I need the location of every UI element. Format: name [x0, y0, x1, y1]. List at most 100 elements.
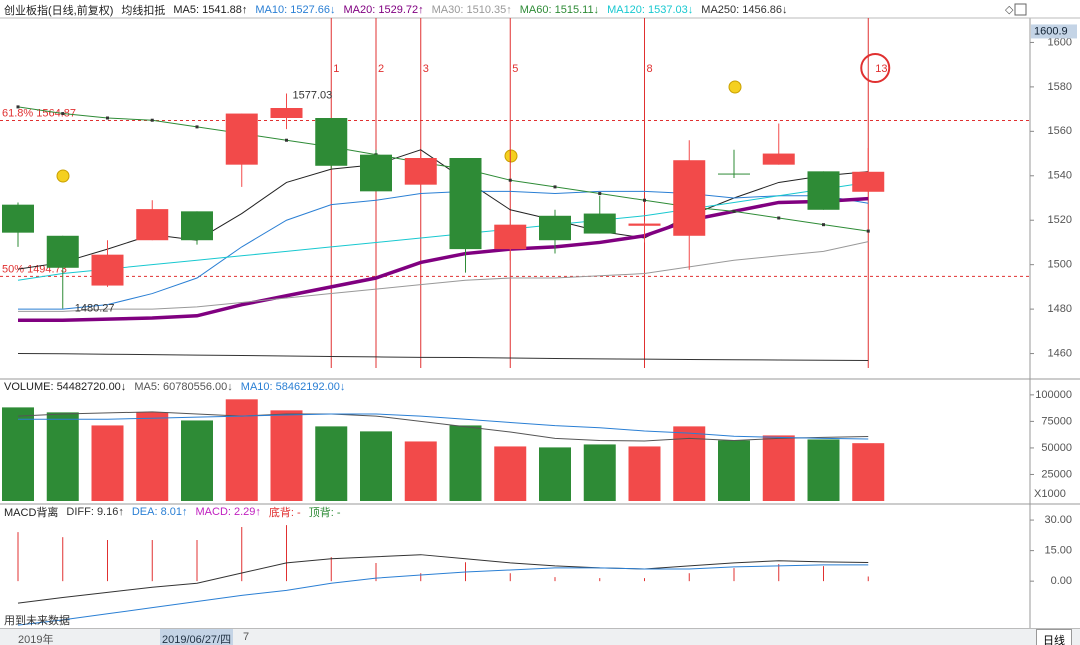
fib-label: 8 [647, 63, 653, 75]
fib-label: 5 [512, 63, 518, 75]
background [0, 0, 1080, 628]
candle-body [225, 113, 258, 165]
chart-title: 创业板指(日线,前复权) [4, 5, 114, 17]
window-icon[interactable] [1014, 3, 1027, 16]
candle-body [673, 160, 706, 236]
candle-body [270, 108, 303, 118]
ma-line [18, 196, 869, 322]
ma-marker [195, 125, 199, 129]
y-tick-label: 15.00 [1044, 545, 1072, 557]
legend-entry: MA60: 1515.11↓ [519, 4, 600, 16]
y-tick-label: 1520 [1048, 214, 1072, 226]
main-legend: 创业板指(日线,前复权) 均线扣抵 MA5: 1541.88↑ MA10: 1527.… [4, 3, 788, 17]
macd-legend: MACD背离 DIFF: 9.16↑ DEA: 8.01↑ MACD: 2.29↑ 底背… [4, 505, 340, 519]
legend-entry: MA20: 1529.72↑ [343, 4, 424, 16]
volume-bar [494, 446, 527, 501]
volume-bar [852, 443, 885, 501]
candle-body [181, 211, 213, 241]
legend-entry: DEA: 8.01↑ [131, 506, 188, 518]
volume-bar [673, 426, 706, 501]
fib-label: 2 [378, 63, 384, 75]
volume-bar [762, 435, 795, 501]
ma-line [17, 564, 869, 626]
volume-bar [360, 431, 392, 501]
candle-body [583, 213, 616, 234]
candle-body [360, 154, 392, 192]
ma-line [17, 353, 869, 362]
volume-bar [404, 441, 437, 501]
signal-label: 顶背: - [308, 507, 341, 519]
ma-marker [285, 138, 288, 142]
legend-entry: MA30: 1510.35↑ [431, 4, 512, 16]
ma-marker [643, 198, 646, 202]
ma-marker [866, 229, 870, 233]
y-tick-label: 1460 [1048, 347, 1072, 359]
smiley [56, 80, 742, 183]
volume-bar [807, 439, 840, 501]
legend-entry: MA120: 1537.03↓ [607, 4, 694, 16]
signal-label: 底背: - [268, 507, 301, 519]
level-label: 61.8% 1564.87 [2, 107, 76, 119]
min-label: 1480.27 [75, 302, 115, 314]
candle-body [628, 223, 661, 226]
ma-marker [553, 185, 557, 189]
ma-marker [822, 223, 825, 227]
y-tick-label: 75000 [1041, 415, 1072, 427]
indicator-name: 均线扣抵 [121, 5, 166, 17]
ma-marker [508, 178, 512, 182]
ma-marker [150, 118, 154, 122]
legend-entry: MA5: 1541.88↑ [173, 4, 248, 16]
diamond-icon[interactable]: ◇ [1005, 4, 1014, 16]
candle-body [807, 171, 840, 210]
legend-entry: VOLUME: 54482720.00↓ [4, 381, 127, 393]
candle-body [404, 158, 437, 185]
volume-bar [46, 412, 79, 501]
legend-entry: MA250: 1456.86↓ [701, 4, 788, 16]
volume-bar [225, 399, 258, 501]
legend-entry: MA10: 1527.66↓ [255, 4, 336, 16]
fib-label: 3 [423, 63, 429, 75]
period-tab[interactable]: 日线 [1036, 629, 1072, 645]
fib-circle [860, 53, 891, 83]
ma-marker [106, 116, 109, 120]
cursor-box [1031, 24, 1077, 39]
ma-line [17, 106, 869, 232]
volume-bar [91, 425, 124, 501]
y-tick-label: 1540 [1048, 170, 1072, 182]
max-label: 1577.03 [293, 89, 333, 101]
y-tick-label: 100000 [1035, 389, 1072, 401]
volume-bar [628, 446, 661, 501]
volume-bar [718, 440, 750, 501]
day-label: 7 [243, 631, 250, 643]
y-tick-label: 30.00 [1044, 514, 1072, 526]
candle-body [718, 173, 750, 175]
ma-marker [777, 216, 781, 220]
cursor-value: 1600.9 [1034, 25, 1068, 37]
volume-bar [2, 407, 34, 501]
unit-label: X1000 [1034, 488, 1066, 500]
ma-marker [732, 209, 736, 213]
y-tick-label: 1500 [1048, 259, 1072, 271]
volume-bar [583, 444, 616, 501]
legend-entry: MA5: 60780556.00↓ [134, 381, 233, 393]
year-label: 2019年 [18, 634, 54, 645]
legend-entry: MA10: 58462192.00↓ [240, 381, 346, 393]
y-tick-label: 0.00 [1051, 575, 1072, 587]
ma-marker [598, 192, 602, 196]
ma-marker [16, 105, 20, 109]
volume-bar [449, 425, 482, 501]
ma-line [18, 241, 869, 312]
ma-marker [61, 112, 65, 116]
y-tick-label: 1580 [1048, 81, 1072, 93]
fib-label: 1 [333, 63, 339, 75]
candle-body [46, 235, 79, 268]
volume-bar [315, 426, 348, 501]
chart-title: MACD背离 [4, 507, 59, 519]
volume-bar [136, 412, 169, 501]
candle-body [762, 153, 795, 165]
y-tick-label: 1480 [1048, 303, 1072, 315]
volume-bar [539, 447, 571, 501]
candle-body [91, 254, 124, 286]
